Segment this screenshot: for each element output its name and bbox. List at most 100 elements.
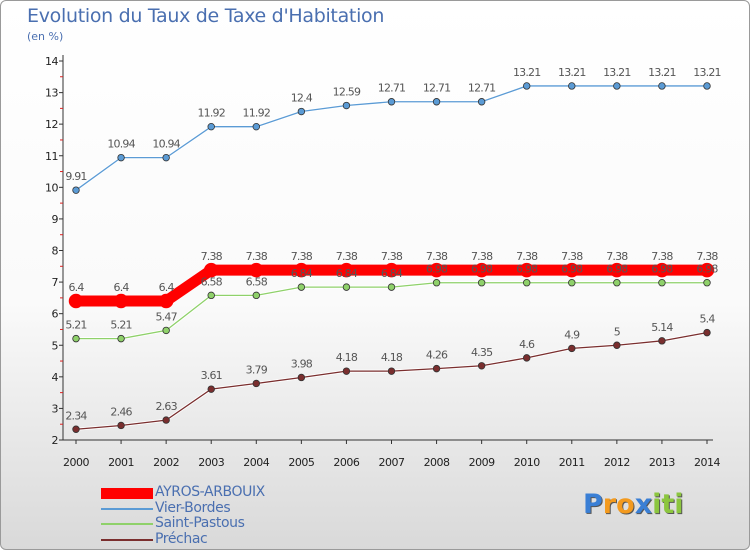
data-label: 2.34 bbox=[65, 409, 87, 422]
x-tick-label: 2008 bbox=[424, 456, 450, 469]
data-label: 11.92 bbox=[197, 107, 225, 120]
data-point bbox=[162, 153, 170, 162]
series-vier-bordes bbox=[72, 82, 711, 194]
chart-subtitle: (en %) bbox=[27, 30, 64, 43]
data-label: 10.94 bbox=[107, 138, 135, 151]
data-point bbox=[432, 279, 441, 287]
data-label: 7.38 bbox=[246, 250, 268, 263]
data-label: 7.38 bbox=[426, 250, 448, 263]
data-label: 7.38 bbox=[291, 250, 313, 263]
data-label: 6.4 bbox=[114, 281, 130, 294]
x-tick-label: 2003 bbox=[198, 456, 224, 469]
logo-letter: t bbox=[661, 489, 675, 520]
data-point bbox=[162, 416, 170, 424]
data-label: 6.98 bbox=[471, 263, 493, 276]
data-label: 7.38 bbox=[696, 250, 718, 263]
logo-letter: x bbox=[634, 489, 653, 520]
data-point bbox=[523, 354, 531, 362]
data-label: 2.63 bbox=[155, 400, 177, 413]
x-tick-label: 2013 bbox=[649, 456, 675, 469]
legend-swatch bbox=[101, 487, 153, 499]
data-point bbox=[654, 262, 670, 278]
series-saint-pastous bbox=[72, 279, 711, 343]
data-label: 12.71 bbox=[423, 82, 451, 95]
data-point bbox=[477, 98, 486, 106]
data-point bbox=[252, 379, 260, 388]
data-label: 12.4 bbox=[291, 92, 313, 105]
data-label: 3.61 bbox=[201, 369, 222, 382]
data-label: 7.38 bbox=[471, 250, 493, 263]
data-point bbox=[68, 293, 84, 309]
data-label: 6.84 bbox=[336, 267, 358, 280]
data-point bbox=[252, 122, 260, 131]
data-point bbox=[162, 326, 170, 335]
data-label: 6.84 bbox=[381, 267, 403, 280]
data-label: 5.47 bbox=[155, 310, 177, 323]
logo-letter: r bbox=[602, 489, 617, 520]
legend-label: Vier-Bordes bbox=[155, 499, 231, 516]
chart-title: Evolution du Taux de Taxe d'Habitation bbox=[27, 5, 385, 27]
y-tick-label: 8 bbox=[52, 245, 59, 258]
data-label: 6.98 bbox=[651, 263, 673, 276]
data-label: 7.38 bbox=[606, 250, 628, 263]
legend-label: Saint-Pastous bbox=[155, 515, 245, 531]
data-label: 12.59 bbox=[333, 86, 361, 99]
data-label: 6.98 bbox=[696, 263, 718, 276]
legend-label: Préchac bbox=[155, 530, 208, 547]
y-tick-label: 11 bbox=[45, 150, 58, 163]
data-label: 7.38 bbox=[651, 250, 673, 263]
data-point bbox=[384, 262, 399, 278]
data-point bbox=[613, 341, 621, 349]
y-tick-label: 2 bbox=[52, 434, 59, 447]
data-label: 13.21 bbox=[693, 66, 721, 79]
data-point bbox=[113, 293, 129, 309]
series-pr-chac bbox=[72, 328, 711, 433]
data-point bbox=[613, 279, 621, 287]
data-label: 4.6 bbox=[519, 338, 535, 351]
data-point bbox=[387, 98, 396, 106]
data-point bbox=[609, 262, 625, 278]
y-tick-label: 4 bbox=[52, 371, 59, 384]
y-tick-label: 3 bbox=[52, 402, 59, 415]
data-point bbox=[613, 82, 621, 90]
y-tick-label: 6 bbox=[52, 308, 59, 321]
data-point bbox=[658, 82, 666, 90]
x-tick-label: 2011 bbox=[559, 456, 585, 469]
x-tick-label: 2014 bbox=[694, 456, 720, 469]
data-point bbox=[249, 262, 264, 278]
data-label: 6.98 bbox=[426, 263, 448, 276]
data-point bbox=[429, 262, 444, 278]
data-point bbox=[564, 262, 580, 278]
data-point bbox=[699, 262, 715, 278]
series-line bbox=[75, 331, 708, 430]
data-point bbox=[387, 283, 396, 291]
data-labels: 9.91 10.94 10.94 11.92 11.92 12.4 12.59 12.71 12… bbox=[65, 66, 721, 422]
data-label: 6.4 bbox=[159, 281, 175, 294]
data-point bbox=[297, 373, 306, 382]
data-point bbox=[703, 82, 711, 90]
data-point bbox=[158, 293, 174, 309]
data-point bbox=[72, 186, 80, 194]
data-label: 2.46 bbox=[110, 405, 132, 418]
data-label: 4.9 bbox=[564, 328, 580, 341]
y-tick-label: 13 bbox=[45, 87, 58, 100]
data-label: 5 bbox=[614, 325, 621, 338]
series-ayros-arbouix bbox=[68, 262, 715, 309]
x-tick-label: 2006 bbox=[333, 456, 359, 469]
data-point bbox=[703, 328, 711, 337]
data-label: 5.4 bbox=[699, 313, 715, 326]
data-point bbox=[342, 283, 351, 291]
data-point bbox=[72, 425, 80, 433]
logo-letter: o bbox=[616, 489, 635, 520]
y-tick-label: 5 bbox=[52, 339, 59, 352]
logo-letter: P bbox=[583, 489, 603, 520]
data-point bbox=[387, 367, 396, 375]
data-label: 6.98 bbox=[516, 263, 538, 276]
data-point bbox=[477, 279, 486, 287]
logo-letter: i bbox=[674, 489, 684, 520]
data-point bbox=[339, 262, 354, 278]
data-point bbox=[342, 101, 351, 110]
axes: 2 3 4 5 6 7 8 9 10 11 12 13 14 2000 2001 2002 2003 2004 20… bbox=[45, 55, 721, 469]
data-label: 4.18 bbox=[336, 351, 358, 364]
